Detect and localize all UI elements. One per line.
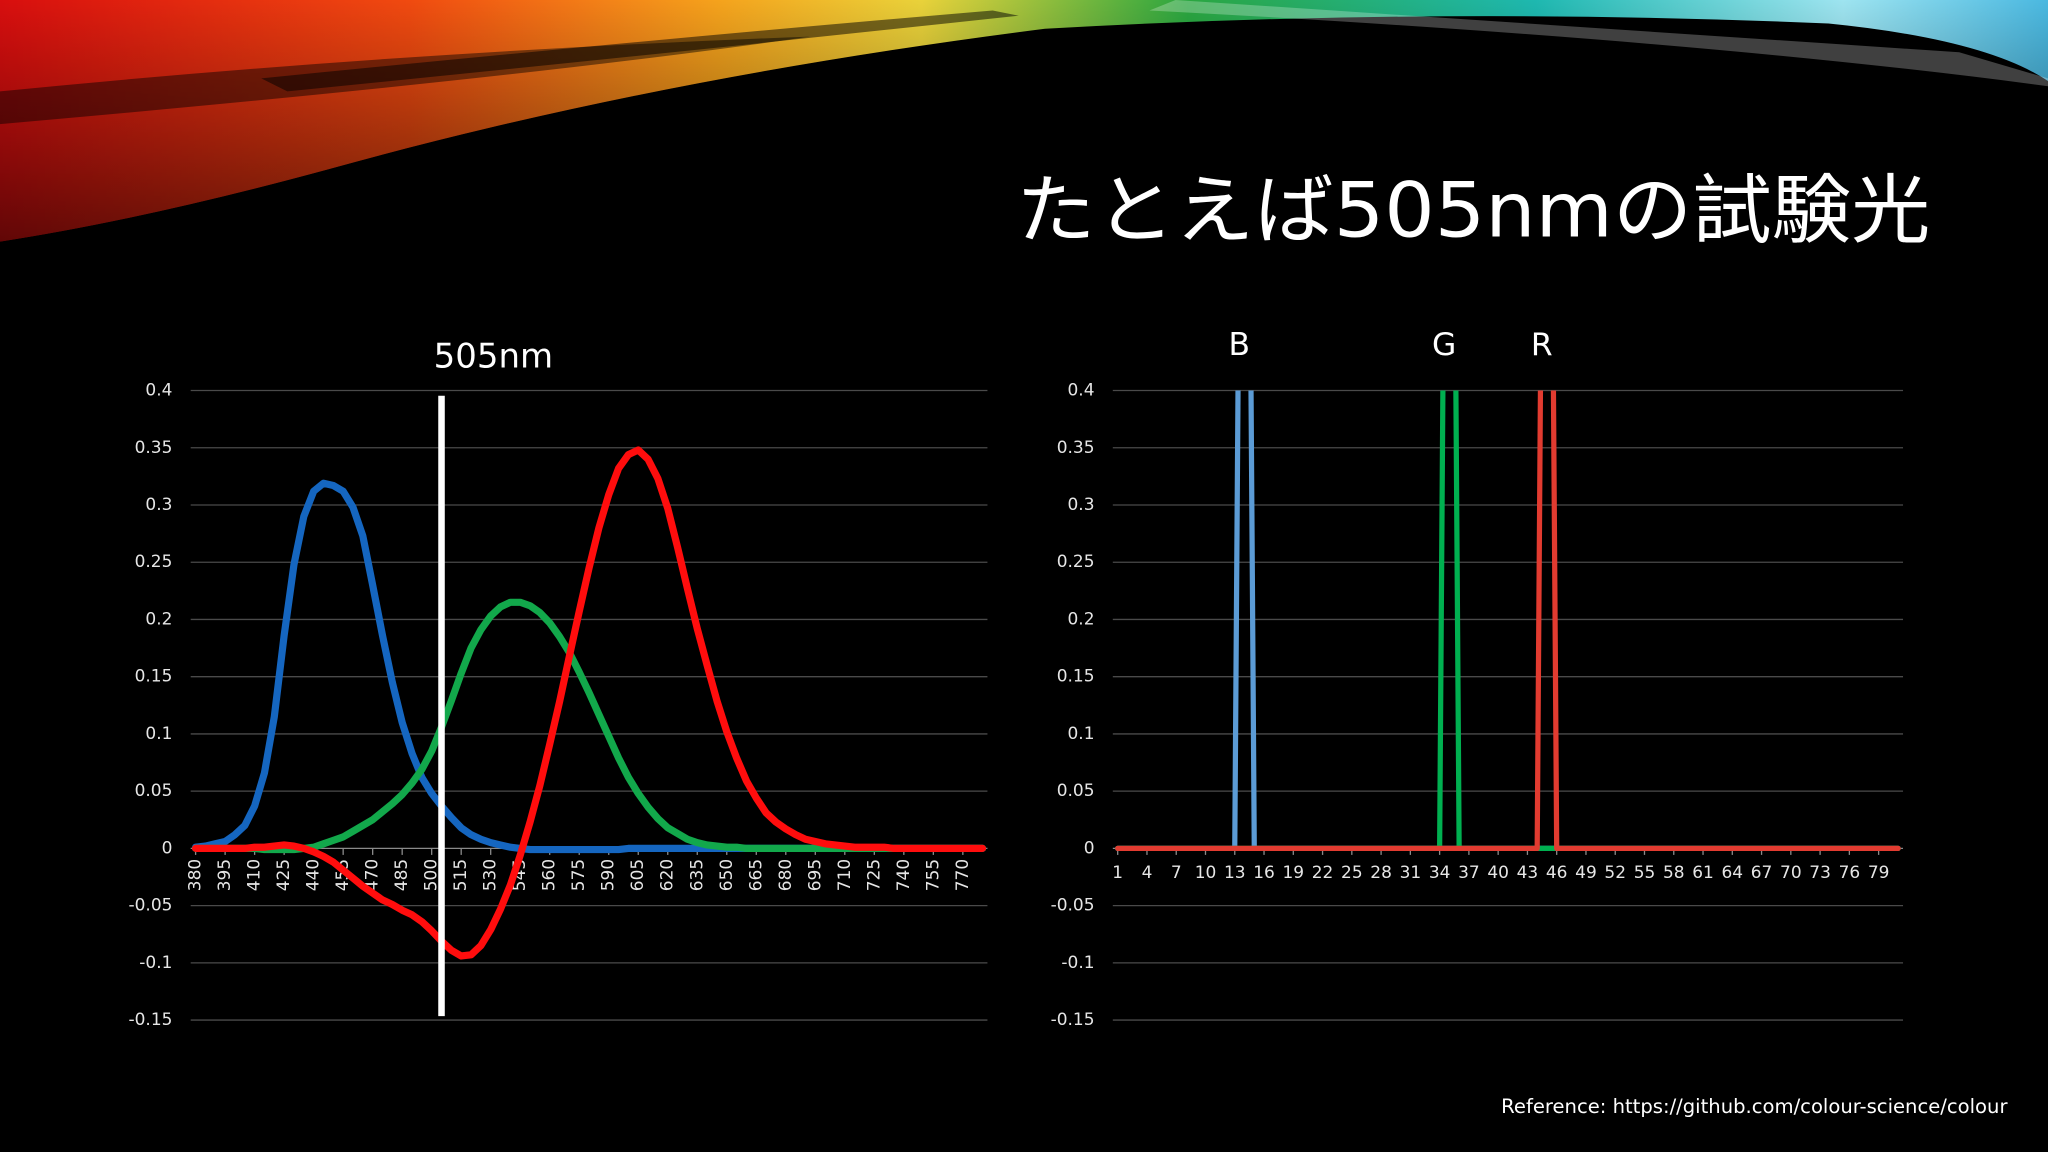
x-tick-label: 560	[540, 859, 560, 891]
y-tick-label: 0.25	[135, 552, 173, 572]
x-tick-label: 575	[569, 859, 589, 891]
x-tick-label: 73	[1809, 863, 1831, 883]
x-tick-label: 7	[1171, 863, 1182, 883]
y-tick-label: 0.15	[135, 667, 173, 687]
x-tick-label: 10	[1195, 863, 1217, 883]
reference: Reference: https://github.com/colour-sci…	[1501, 1095, 2008, 1118]
x-tick-label: 37	[1458, 863, 1480, 883]
x-tick-label: 55	[1634, 863, 1656, 883]
x-tick-label: 49	[1575, 863, 1597, 883]
y-tick-label: 0.4	[1068, 381, 1095, 401]
series-line	[1115, 390, 1901, 851]
y-tick-label: 0.1	[1068, 724, 1095, 744]
y-tick-label: -0.05	[129, 896, 173, 916]
x-tick-label: 605	[628, 859, 648, 891]
x-tick-label: 410	[245, 859, 265, 891]
x-tick-label: 470	[363, 859, 383, 891]
x-tick-label: 425	[274, 859, 294, 891]
x-tick-label: 770	[953, 859, 973, 891]
series-label: B	[1229, 327, 1251, 363]
x-tick-label: 440	[304, 859, 324, 891]
y-tick-label: 0.1	[145, 724, 172, 744]
x-tick-label: 34	[1429, 863, 1451, 883]
x-tick-label: 19	[1282, 863, 1304, 883]
y-tick-label: 0.2	[145, 609, 172, 629]
x-tick-label: 64	[1722, 863, 1744, 883]
x-tick-label: 76	[1839, 863, 1861, 883]
y-tick-label: 0.3	[1068, 495, 1095, 515]
x-tick-label: 515	[451, 859, 471, 891]
x-tick-label: 665	[746, 859, 766, 891]
x-tick-label: 620	[658, 859, 678, 891]
x-tick-label: 40	[1487, 863, 1509, 883]
x-tick-label: 635	[687, 859, 707, 891]
x-tick-label: 52	[1604, 863, 1626, 883]
y-tick-label: -0.1	[1061, 953, 1094, 973]
y-tick-label: 0.15	[1057, 667, 1095, 687]
x-tick-label: 61	[1692, 863, 1714, 883]
y-tick-label: 0.05	[135, 781, 173, 801]
x-tick-label: 28	[1370, 863, 1392, 883]
x-tick-label: 16	[1253, 863, 1275, 883]
x-tick-label: 1	[1112, 863, 1123, 883]
x-tick-label: 740	[894, 859, 914, 891]
x-tick-label: 485	[392, 859, 412, 891]
y-tick-label: 0.35	[1057, 438, 1095, 458]
slide-title: たとえば505nmの試験光	[1016, 166, 1930, 254]
x-tick-label: 13	[1224, 863, 1246, 883]
y-tick-label: -0.15	[129, 1010, 173, 1030]
x-tick-label: 31	[1400, 863, 1422, 883]
x-tick-label: 4	[1142, 863, 1153, 883]
y-tick-label: -0.05	[1051, 896, 1095, 916]
y-tick-label: 0.3	[145, 495, 172, 515]
x-tick-label: 590	[599, 859, 619, 891]
x-tick-label: 79	[1868, 863, 1890, 883]
x-tick-label: 58	[1663, 863, 1685, 883]
x-tick-label: 680	[776, 859, 796, 891]
annotation-label: 505nm	[434, 336, 553, 376]
x-tick-label: 46	[1546, 863, 1568, 883]
x-tick-label: 22	[1312, 863, 1334, 883]
x-tick-label: 25	[1341, 863, 1363, 883]
y-tick-label: 0	[162, 838, 173, 858]
chart: -0.15 -0.1 -0.05 0 0.05 0.1 0.15 0.2 0.25 0.3 0.35…	[129, 336, 988, 1030]
y-tick-label: 0	[1084, 838, 1095, 858]
x-tick-label: 695	[805, 859, 825, 891]
series-line	[192, 446, 987, 960]
x-tick-label: 710	[835, 859, 855, 891]
x-tick-label: 395	[215, 859, 235, 891]
series-label: R	[1531, 327, 1553, 363]
x-tick-label: 725	[864, 859, 884, 891]
x-tick-label: 755	[923, 859, 943, 891]
x-tick-label: 43	[1517, 863, 1539, 883]
y-tick-label: 0.35	[135, 438, 173, 458]
chart: -0.15 -0.1 -0.05 0 0.05 0.1 0.15 0.2 0.25 0.3 0.35…	[1051, 327, 1904, 1030]
y-tick-label: 0.05	[1057, 781, 1095, 801]
x-tick-label: 380	[186, 859, 206, 891]
x-tick-label: 530	[481, 859, 501, 891]
x-tick-label: 650	[717, 859, 737, 891]
y-tick-label: 0.2	[1068, 609, 1095, 629]
x-tick-label: 70	[1780, 863, 1802, 883]
y-tick-label: 0.4	[145, 381, 172, 401]
series-label: G	[1432, 327, 1456, 363]
y-tick-label: 0.25	[1057, 552, 1095, 572]
y-tick-label: -0.15	[1051, 1010, 1095, 1030]
x-tick-label: 500	[422, 859, 442, 891]
x-tick-label: 67	[1751, 863, 1773, 883]
decoration	[0, 0, 2048, 242]
y-tick-label: -0.1	[139, 953, 172, 973]
